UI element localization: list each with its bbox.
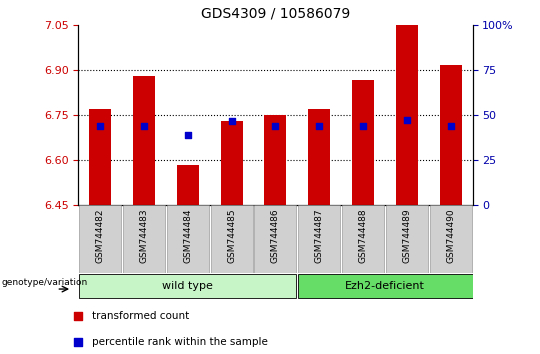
Bar — [177, 165, 199, 205]
Text: GSM744486: GSM744486 — [271, 208, 280, 263]
Point — [402, 117, 411, 122]
Text: GSM744487: GSM744487 — [315, 208, 323, 263]
Bar — [265, 115, 286, 205]
Text: percentile rank within the sample: percentile rank within the sample — [92, 337, 268, 348]
Text: genotype/variation: genotype/variation — [2, 278, 88, 287]
Text: GSM744489: GSM744489 — [402, 208, 411, 263]
Bar — [89, 109, 111, 205]
Bar — [221, 121, 242, 205]
Point — [315, 123, 323, 129]
Bar — [133, 76, 155, 205]
Text: Ezh2-deficient: Ezh2-deficient — [345, 281, 425, 291]
Point — [184, 132, 192, 137]
Bar — [211, 205, 253, 273]
Point — [357, 173, 366, 179]
Point — [359, 123, 367, 129]
Text: GSM744484: GSM744484 — [183, 208, 192, 263]
Point — [96, 123, 105, 129]
Bar — [440, 65, 462, 205]
Bar — [79, 205, 121, 273]
Bar — [298, 274, 474, 298]
Text: GSM744490: GSM744490 — [446, 208, 455, 263]
Text: GSM744488: GSM744488 — [359, 208, 368, 263]
Text: GSM744485: GSM744485 — [227, 208, 236, 263]
Point — [446, 123, 455, 129]
Text: GSM744483: GSM744483 — [139, 208, 148, 263]
Bar — [396, 25, 418, 205]
Point — [227, 118, 236, 124]
Point — [271, 123, 280, 129]
Bar — [430, 205, 471, 273]
Text: GSM744482: GSM744482 — [96, 208, 105, 263]
Text: wild type: wild type — [163, 281, 213, 291]
Bar — [167, 205, 209, 273]
Bar — [342, 205, 384, 273]
Bar — [254, 205, 296, 273]
Text: transformed count: transformed count — [92, 311, 189, 321]
Title: GDS4309 / 10586079: GDS4309 / 10586079 — [201, 7, 350, 21]
Bar — [79, 274, 296, 298]
Bar — [386, 205, 428, 273]
Bar — [308, 109, 330, 205]
Bar — [123, 205, 165, 273]
Bar — [298, 205, 340, 273]
Point — [140, 123, 149, 129]
Bar — [352, 80, 374, 205]
